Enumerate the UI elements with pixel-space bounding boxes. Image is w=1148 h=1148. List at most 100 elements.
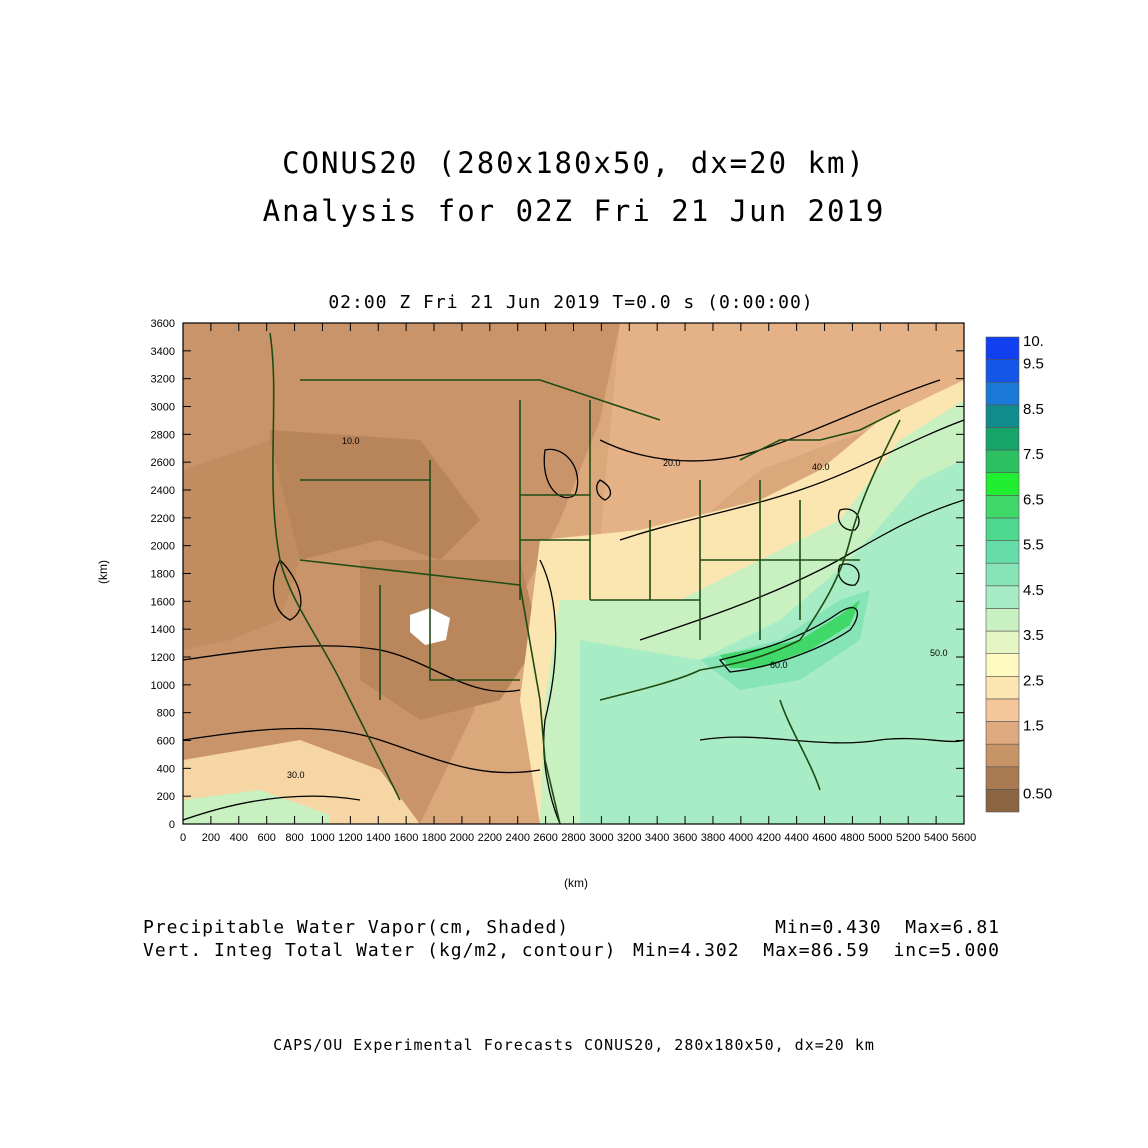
colorbar-swatch [985,630,1020,654]
y-tick-label: 2600 [151,457,175,469]
colorbar-swatch [985,698,1020,722]
colorbar-swatch [985,608,1020,632]
x-tick-label: 4200 [757,832,781,844]
x-axis-label: (km) [564,876,588,890]
x-tick-label: 2800 [561,832,585,844]
contour-field-stats: Min=4.302 Max=86.59 inc=5.000 [633,940,1000,961]
colorbar-label: 2.5 [1023,672,1044,689]
y-tick-label: 3400 [151,346,175,358]
colorbar-label: 10. [1023,333,1044,350]
x-axis-ticks: 0 200 400 600 800 1000 1200 1400 1600 1800 2000 220… [180,323,976,844]
contour-label: 20.0 [663,458,681,468]
y-tick-label: 200 [157,791,175,803]
colorbar-label: 7.5 [1023,446,1044,463]
y-tick-label: 1600 [151,596,175,608]
x-tick-label: 4800 [840,832,864,844]
y-tick-label: 2200 [151,513,175,525]
x-tick-label: 200 [202,832,220,844]
colorbar-swatch [985,675,1020,700]
colorbar-swatch [985,721,1020,745]
x-tick-label: 4000 [729,832,753,844]
contour-label: 50.0 [930,648,948,658]
colorbar-swatch [985,517,1020,541]
y-tick-label: 800 [157,708,175,720]
x-tick-label: 3200 [617,832,641,844]
x-tick-label: 2000 [450,832,474,844]
colorbar-label: 8.5 [1023,401,1044,418]
contour-label: 40.0 [812,462,830,472]
y-tick-label: 2800 [151,429,175,441]
colorbar-label: 9.5 [1023,356,1044,373]
y-tick-label: 1200 [151,652,175,664]
colorbar-swatch [985,540,1020,564]
y-axis-label: (km) [96,560,110,584]
colorbar-swatch [985,495,1020,519]
colorbar-swatch [985,404,1020,428]
colorbar-swatch [985,336,1020,360]
analysis-time-title: Analysis for 02Z Fri 21 Jun 2019 [262,194,886,228]
colorbar-swatch [985,427,1020,451]
colorbar-label: 1.5 [1023,718,1044,735]
x-tick-label: 2400 [505,832,529,844]
colorbar-label: 4.5 [1023,582,1044,599]
x-tick-label: 3400 [645,832,669,844]
colorbar-swatch [985,743,1020,768]
contour-label: 10.0 [342,436,360,446]
y-axis-ticks: 0 200 400 600 800 1000 1200 1400 1600 1800 2000 220… [151,318,964,831]
valid-time-label: 02:00 Z Fri 21 Jun 2019 T=0.0 s (0:00:00… [328,292,814,313]
y-tick-label: 600 [157,736,175,748]
credits-line: CAPS/OU Experimental Forecasts CONUS20, … [273,1036,875,1054]
y-tick-label: 3200 [151,374,175,386]
x-tick-label: 3000 [589,832,613,844]
map-title: CONUS20 (280x180x50, dx=20 km) [282,146,866,180]
y-tick-label: 3600 [151,318,175,330]
total-water-contours [183,379,964,824]
y-tick-label: 1400 [151,624,175,636]
contour-label: 60.0 [770,660,788,670]
contour-label-group: 10.0 20.0 30.0 40.0 50.0 60.0 [287,436,948,780]
colorbar-swatch [985,449,1020,474]
y-tick-label: 400 [157,763,175,775]
y-tick-label: 2400 [151,485,175,497]
colorbar-label: 3.5 [1023,627,1044,644]
colorbar-label: 6.5 [1023,491,1044,508]
pwv-shading-rockies [270,430,480,560]
x-tick-label: 5400 [924,832,948,844]
pwv-shading-offshore-green [183,790,330,824]
colorbar-swatch [985,381,1020,406]
x-tick-label: 1600 [394,832,418,844]
y-tick-label: 1000 [151,680,175,692]
x-tick-label: 2200 [478,832,502,844]
colorbar-swatch [985,766,1020,790]
y-tick-label: 1800 [151,569,175,581]
x-tick-label: 5200 [896,832,920,844]
contour-label: 30.0 [287,770,305,780]
x-tick-label: 1000 [310,832,334,844]
y-tick-label: 3000 [151,402,175,414]
x-tick-label: 5600 [952,832,976,844]
x-tick-label: 400 [230,832,248,844]
colorbar-swatch [985,585,1020,609]
pwv-shading-pacific [183,440,300,650]
x-tick-label: 1200 [338,832,362,844]
colorbar-label: 0.50 [1023,785,1052,802]
colorbar-swatch [985,789,1020,813]
x-tick-label: 1800 [422,832,446,844]
colorbar: 10. 9.5 8.5 7.5 6.5 5.5 4.5 3.5 2.5 1.5 0.50 [985,333,1052,813]
colorbar-swatch [985,653,1020,677]
x-tick-label: 3600 [673,832,697,844]
x-tick-label: 600 [257,832,275,844]
y-tick-label: 2000 [151,541,175,553]
shaded-field-stats: Min=0.430 Max=6.81 [775,917,1000,938]
colorbar-label: 5.5 [1023,537,1044,554]
map-panel [183,323,964,824]
x-tick-label: 2600 [533,832,557,844]
colorbar-swatch [985,359,1020,383]
x-tick-label: 4400 [784,832,808,844]
x-tick-label: 800 [285,832,303,844]
x-tick-label: 5000 [868,832,892,844]
shaded-field-label: Precipitable Water Vapor(cm, Shaded) [143,917,570,938]
x-tick-label: 1400 [366,832,390,844]
x-tick-label: 0 [180,832,186,844]
